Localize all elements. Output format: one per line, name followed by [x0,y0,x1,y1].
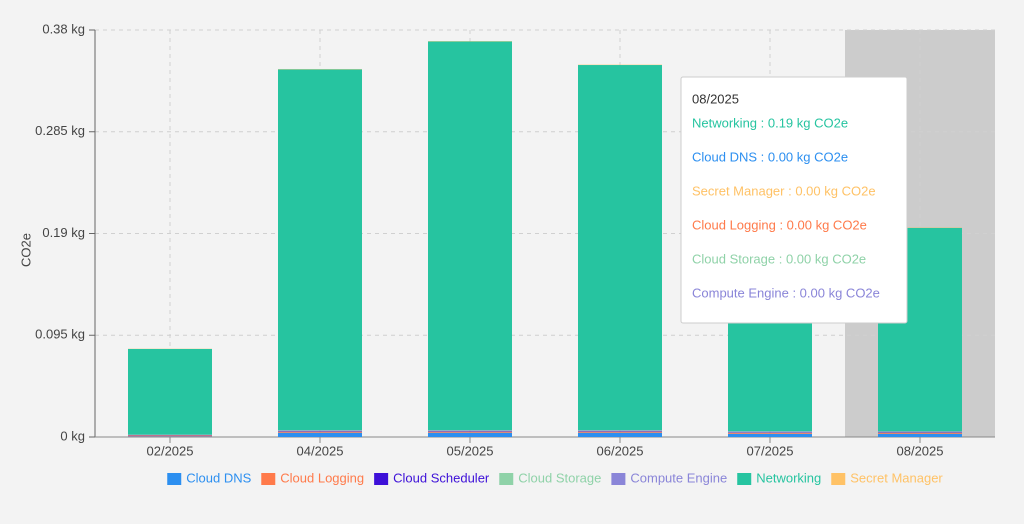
bar-segment [278,430,362,431]
x-tick-label: 02/2025 [147,443,194,458]
legend-swatch [261,473,276,485]
bar-segment [878,432,962,434]
y-tick-label: 0.19 kg [42,225,85,240]
bar-segment [578,430,662,431]
bar-segment [878,431,962,432]
legend-item: Networking [737,470,821,485]
legend-label: Cloud Logging [280,470,364,485]
legend-swatch [374,473,389,485]
bar-segment [878,432,962,433]
bar-segment [278,432,362,437]
legend-item: Compute Engine [611,470,727,485]
y-tick-label: 0 kg [60,428,85,443]
bar-segment [728,433,812,437]
legend-item: Secret Manager [831,470,943,485]
bar-segment [428,431,512,433]
tooltip-item: Cloud DNS : 0.00 kg CO2e [692,149,848,164]
bar-segment [578,431,662,432]
bar-segment [428,41,512,431]
tooltip-item: Compute Engine : 0.00 kg CO2e [692,285,880,300]
y-tick-label: 0.285 kg [35,123,85,138]
legend-swatch [611,473,626,485]
legend-label: Secret Manager [850,470,943,485]
legend-label: Networking [756,470,821,485]
bar-segment [728,432,812,434]
legend-swatch [737,473,752,485]
tooltip-box [680,76,908,324]
bar-segment [728,431,812,432]
bar-segment [128,436,212,437]
legend-item: Cloud Storage [499,470,601,485]
tooltip-item: Secret Manager : 0.00 kg CO2e [692,183,876,198]
bar-segment [578,431,662,433]
legend-swatch [167,473,182,485]
y-axis-label: CO2e [18,233,33,267]
legend-label: Cloud Scheduler [393,470,490,485]
tooltip-item: Networking : 0.19 kg CO2e [692,115,848,130]
bar-segment [128,435,212,437]
x-tick-label: 08/2025 [897,443,944,458]
tooltip-item: Cloud Logging : 0.00 kg CO2e [692,217,867,232]
legend-label: Compute Engine [630,470,727,485]
bar-segment [578,65,662,431]
tooltip-item: Cloud Storage : 0.00 kg CO2e [692,251,866,266]
bar-segment [278,431,362,433]
x-tick-label: 04/2025 [297,443,344,458]
legend-label: Cloud DNS [186,470,251,485]
x-tick-label: 05/2025 [447,443,494,458]
y-tick-label: 0.095 kg [35,327,85,342]
legend-swatch [499,473,514,485]
legend-label: Cloud Storage [518,470,601,485]
x-tick-label: 07/2025 [747,443,794,458]
bar-segment [728,432,812,433]
legend-item: Cloud Logging [261,470,364,485]
bar-segment [878,433,962,437]
bar-segment [278,69,362,431]
bar-segment [578,432,662,437]
legend-item: Cloud Scheduler [374,470,490,485]
bar-segment [428,432,512,437]
bar-segment [428,430,512,431]
bar-segment [128,348,212,435]
legend-item: Cloud DNS [167,470,252,485]
tooltip-title: 08/2025 [692,91,739,106]
x-tick-label: 06/2025 [597,443,644,458]
y-tick-label: 0.38 kg [42,21,85,36]
bar-segment [428,431,512,432]
legend-swatch [831,473,846,485]
bar-segment [278,431,362,432]
